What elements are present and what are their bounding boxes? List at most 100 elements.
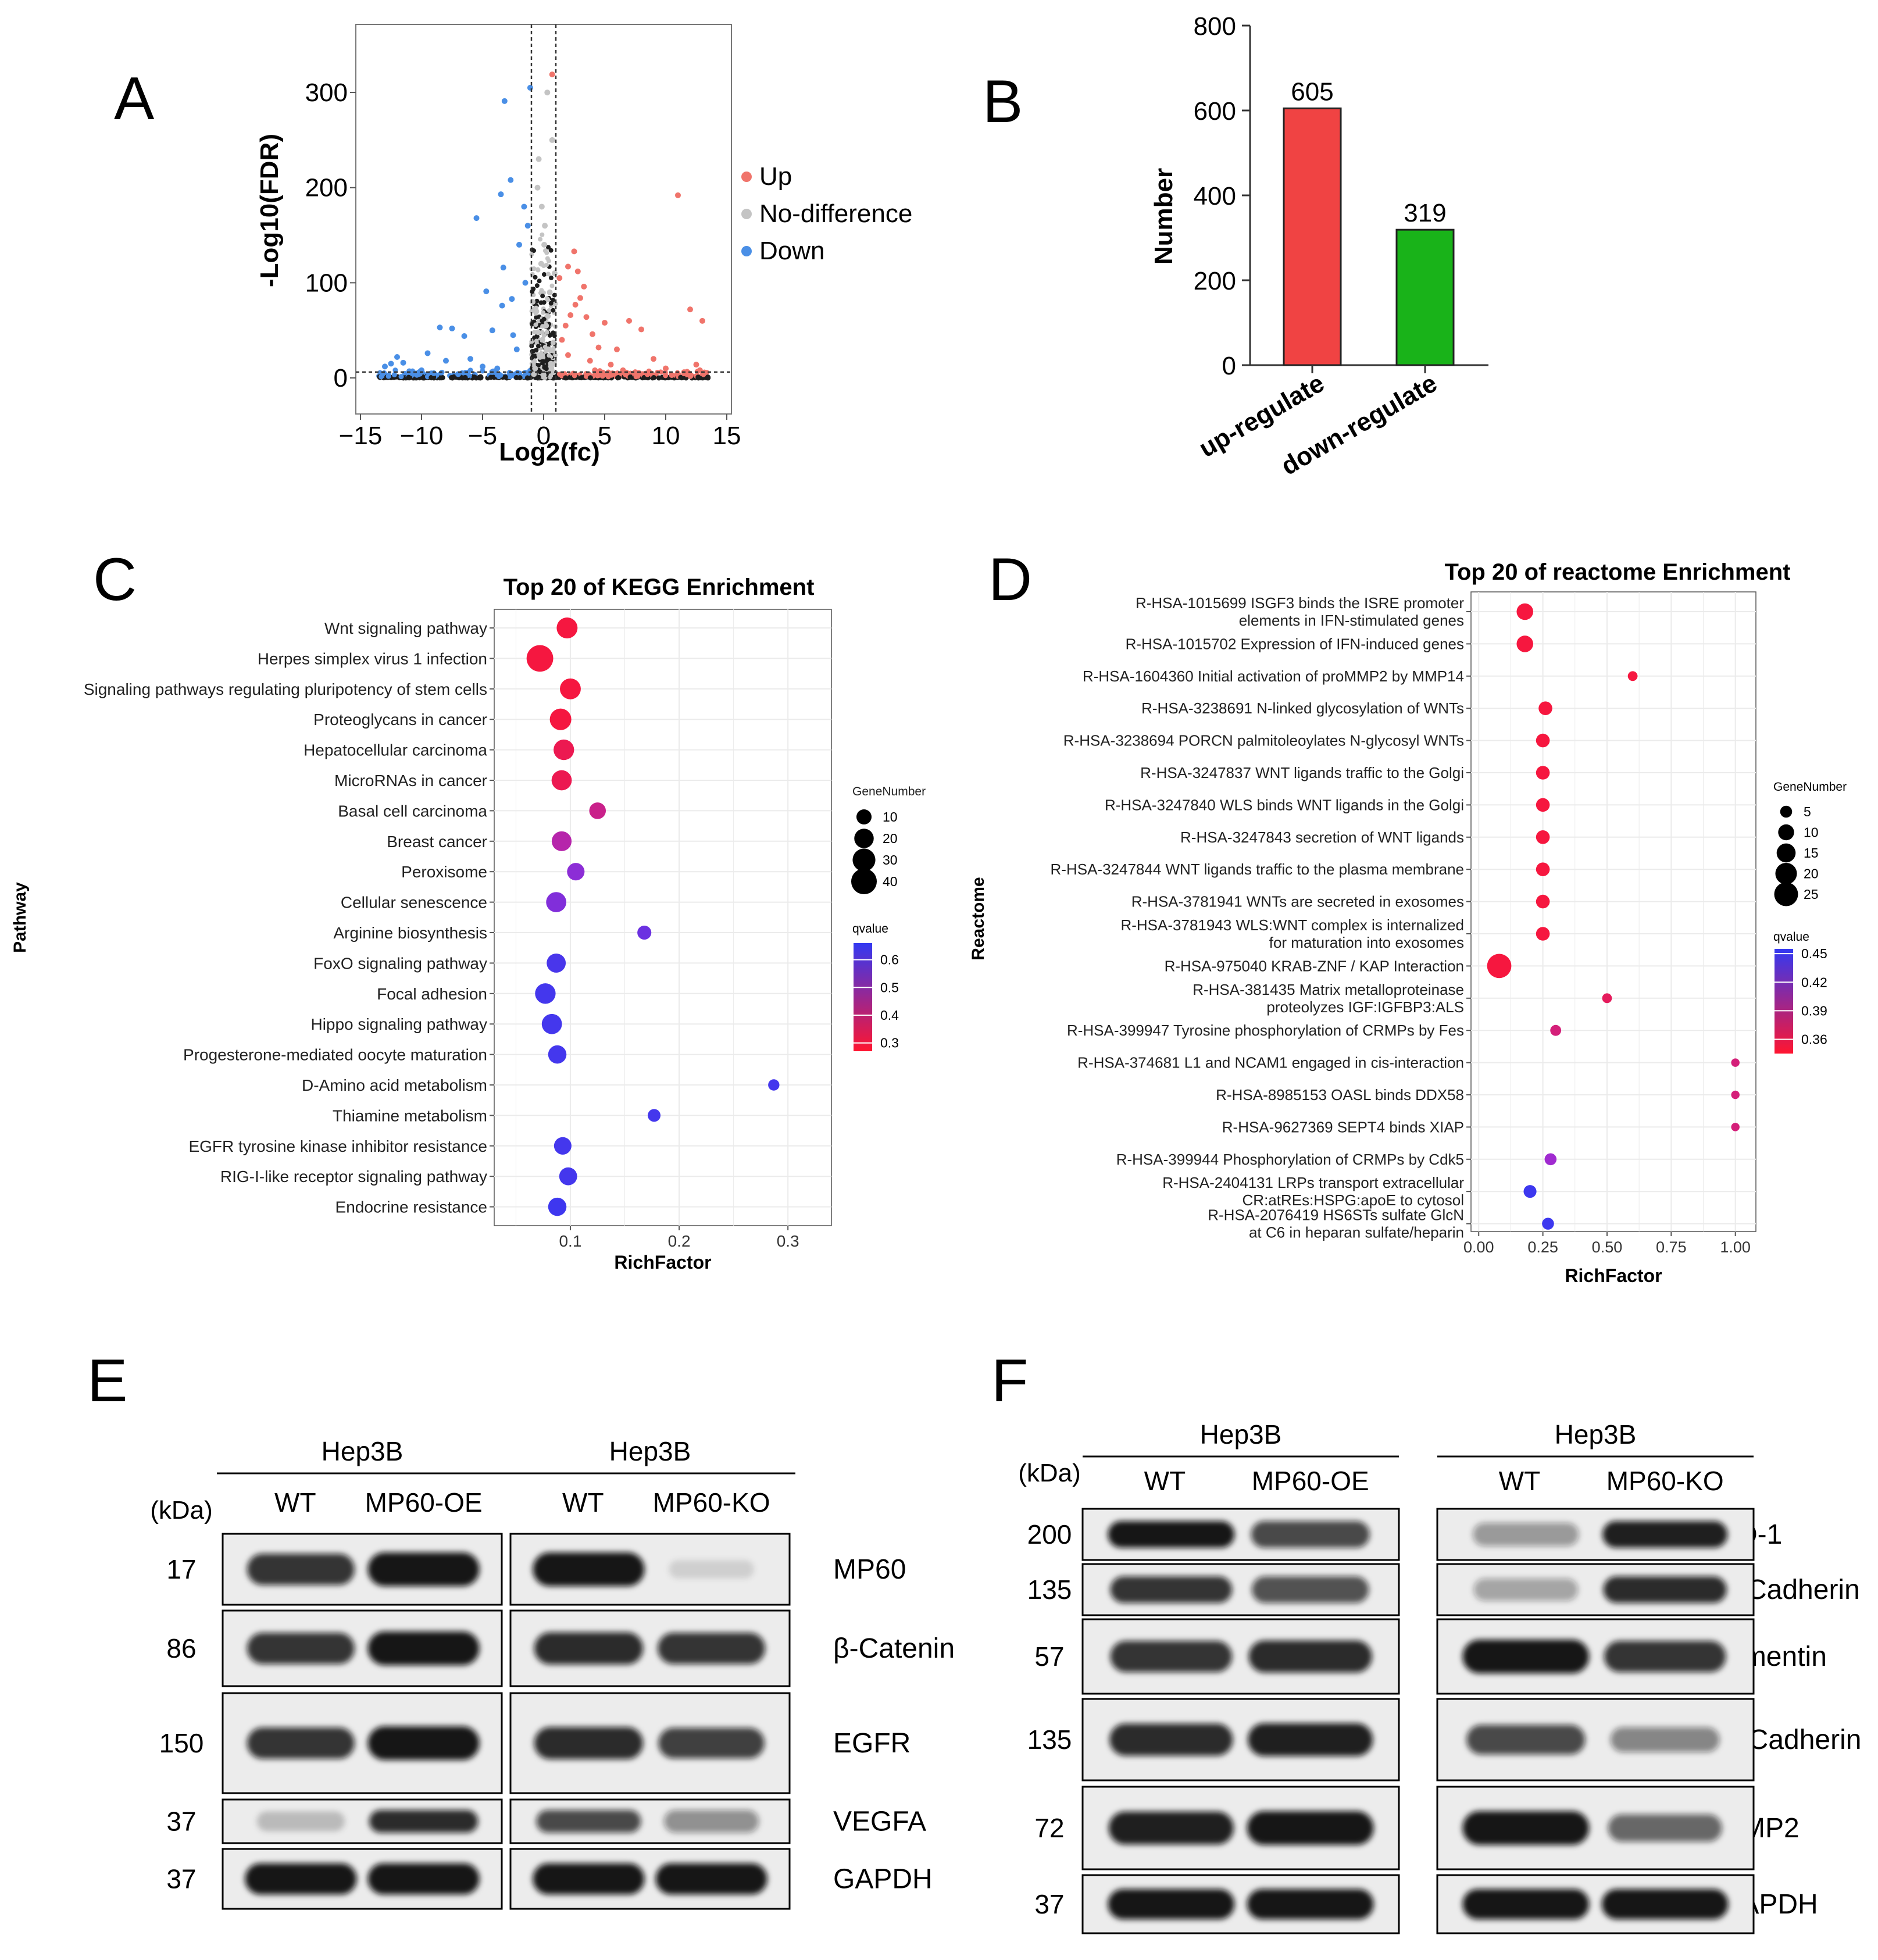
volcano-point [542,248,548,254]
kegg-size-legend-dot [854,829,874,848]
kegg-pathway-label: Basal cell carcinoma [338,802,487,820]
blot-molecular-weight: 86 [166,1633,196,1663]
volcano-point [548,360,554,367]
blot-band [1608,1814,1722,1842]
kegg-dot [535,983,556,1004]
blot-molecular-weight: 200 [1027,1519,1072,1550]
volcano-legend-label: No-difference [759,199,912,228]
volcano-x-tick-label: 15 [713,422,741,450]
kegg-dot [559,1167,577,1186]
reactome-x-axis-label: RichFactor [1565,1265,1662,1286]
reactome-dot [1523,1185,1537,1198]
kegg-dot [768,1079,780,1091]
blot-band [533,1863,645,1895]
volcano-point [633,374,639,380]
blot-cell-line-label: Hep3B [609,1436,691,1466]
blot-band [655,1863,767,1895]
blot-molecular-weight: 37 [166,1864,196,1894]
bar-y-tick-label: 600 [1194,97,1236,126]
volcano-y-tick-label: 300 [305,78,348,107]
kegg-size-legend-dot [856,809,872,825]
kegg-dot [554,739,574,761]
kegg-pathway-label: Peroxisome [401,863,487,881]
volcano-point [513,346,520,352]
kegg-dot [526,645,554,672]
kegg-pathway-label: Herpes simplex virus 1 infection [258,649,487,667]
volcano-point [544,262,549,267]
volcano-point [548,248,554,253]
volcano-point [382,363,388,370]
volcano-point [571,248,577,255]
blot-band [669,1560,754,1579]
kegg-dot [548,1045,567,1064]
volcano-point [549,283,555,288]
volcano-point [638,326,644,333]
volcano-point [547,308,552,313]
volcano-point [545,346,552,352]
volcano-point [540,318,545,323]
blot-molecular-weight: 37 [166,1807,196,1837]
bar-y-tick-label: 200 [1194,267,1236,295]
volcano-plot: −15 −10 −5 0 5 10 15 0 100 200 300 Log2(fc) -Log10… [255,24,912,466]
reactome-pathway-label: R-HSA-8985153 OASL binds DDX58 [1216,1086,1464,1104]
reactome-dot [1536,733,1550,748]
reactome-x-tick-label: 0.25 [1527,1238,1558,1256]
kegg-x-axis-label: RichFactor [614,1252,711,1273]
reactome-dot [1536,862,1550,876]
volcano-point [563,375,569,381]
volcano-point [449,325,455,331]
volcano-point [538,300,544,305]
reactome-title: Top 20 of reactome Enrichment [1445,559,1791,585]
volcano-point [535,329,541,335]
volcano-point [406,374,412,380]
kegg-pathway-label: Proteoglycans in cancer [313,711,487,729]
reactome-pathway-label: R-HSA-1604360 Initial activation of proM… [1083,667,1464,685]
volcano-point [532,359,537,364]
blot-band [1248,1640,1372,1673]
reactome-pathway-label: R-HSA-1015699 ISGF3 binds the ISRE promo… [1136,594,1464,612]
blot-band [1248,1723,1373,1756]
reactome-dot [1550,1024,1562,1036]
volcano-point [522,280,529,286]
kegg-size-legend-label: 30 [883,852,898,867]
kegg-dot [556,617,578,638]
volcano-point [587,358,593,364]
volcano-point [494,365,501,372]
volcano-point [699,317,705,324]
kegg-x-tick-label: 0.2 [668,1232,691,1250]
panel-label-a: A [114,65,155,133]
blot-lane-label: MP60-OE [365,1487,483,1518]
volcano-point [534,298,540,304]
kegg-size-legend-label: 20 [883,831,898,846]
volcano-point [565,352,571,358]
volcano-point [556,372,562,377]
volcano-point [687,306,693,313]
kegg-size-legend-label: 10 [883,809,898,824]
volcano-point [534,315,539,320]
reactome-size-legend-label: 10 [1804,825,1819,840]
volcano-point [541,310,546,315]
panel-label-f: F [991,1347,1029,1415]
reactome-pathway-label: R-HSA-3247837 WNT ligands traffic to the… [1140,764,1464,781]
panel-label-e: E [87,1347,127,1415]
western-blot-f: Hep3BWTMP60-OEHep3BWTMP60-KO(kDa)200ZO-1… [1018,1419,1861,1934]
blot-lane-label: WT [274,1487,316,1518]
bar-y-axis-label: Number [1149,168,1178,265]
blot-band [369,1810,479,1833]
volcano-point [551,340,556,345]
blot-band [247,1554,355,1585]
reactome-pathway-label: R-HSA-2404131 LRPs transport extracellul… [1162,1174,1464,1191]
kegg-dot [551,831,572,851]
volcano-point [540,330,545,335]
volcano-point [510,332,516,338]
reactome-dot [1536,830,1550,844]
volcano-point [509,296,515,302]
blot-band [367,1863,480,1895]
blot-band [367,1552,480,1586]
bar-y-tick-label: 800 [1194,12,1236,41]
volcano-point [501,98,508,104]
blot-band [1108,1889,1235,1919]
kegg-pathway-label: EGFR tyrosine kinase inhibitor resistanc… [188,1137,487,1155]
volcano-point [530,289,535,294]
volcano-point [651,375,656,381]
